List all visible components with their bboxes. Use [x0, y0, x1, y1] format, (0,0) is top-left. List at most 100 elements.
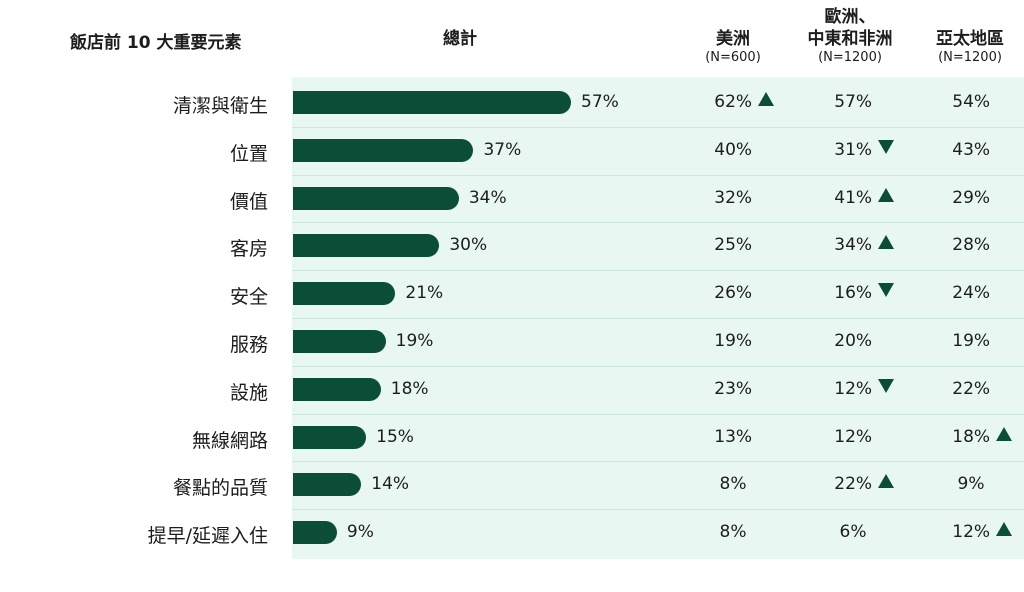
row-separator	[292, 174, 1024, 176]
table-cell: 23%	[714, 379, 752, 399]
cell-value: 13%	[714, 426, 753, 447]
bar-value-label: 19%	[395, 330, 434, 351]
arrow-up-icon	[996, 426, 1013, 441]
americas-header: 美洲 (N=600)	[688, 28, 778, 66]
table-cell: 12%	[834, 427, 872, 447]
table-cell: 62%	[714, 91, 775, 112]
table-cell: 16%	[834, 283, 895, 303]
apac-n: (N=1200)	[938, 50, 1002, 65]
cell-value: 18%	[952, 426, 991, 447]
cell-value: 12%	[834, 426, 873, 447]
cell-value: 9%	[957, 474, 985, 495]
arrow-up-icon	[996, 522, 1013, 537]
table-cell: 22%	[952, 379, 990, 399]
cell-value: 22%	[834, 474, 873, 495]
cell-value: 54%	[952, 91, 991, 112]
bar-value-label: 18%	[390, 378, 429, 399]
arrow-up-icon	[878, 474, 895, 489]
bar-value-label: 37%	[483, 139, 522, 160]
table-cell: 8%	[720, 522, 747, 542]
apac-header: 亞太地區 (N=1200)	[922, 28, 1018, 66]
table-cell: 24%	[952, 283, 990, 303]
americas-n: (N=600)	[705, 50, 761, 65]
cell-value: 20%	[834, 330, 873, 351]
cell-value: 41%	[834, 187, 873, 208]
table-cell: 26%	[714, 283, 752, 303]
cell-value: 8%	[719, 474, 747, 495]
row-separator	[292, 222, 1024, 224]
row-separator	[292, 509, 1024, 511]
bar	[293, 521, 337, 545]
bar	[293, 329, 386, 353]
row-separator	[292, 365, 1024, 367]
cell-value: 12%	[952, 522, 991, 543]
table-cell: 22%	[834, 474, 895, 495]
bar	[293, 425, 367, 449]
cell-value: 29%	[952, 187, 991, 208]
emea-header: 歐洲、 中東和非洲 (N=1200)	[790, 6, 910, 66]
bar	[293, 234, 440, 258]
table-cell: 54%	[952, 92, 990, 112]
cell-value: 32%	[714, 187, 753, 208]
category-label: 安全	[229, 286, 268, 309]
bar-value-label: 15%	[376, 426, 414, 447]
cell-value: 62%	[714, 91, 753, 112]
category-label: 服務	[229, 333, 268, 356]
bar	[293, 282, 396, 306]
bar-value-label: 14%	[371, 474, 410, 495]
table-cell: 29%	[952, 188, 990, 208]
bar	[293, 138, 474, 162]
bar-value-label: 9%	[346, 522, 374, 543]
table-cell: 9%	[958, 474, 985, 494]
category-label: 清潔與衛生	[172, 94, 268, 117]
table-cell: 25%	[714, 235, 752, 255]
cell-value: 19%	[952, 330, 991, 351]
emea-n: (N=1200)	[818, 50, 882, 65]
cell-value: 8%	[719, 522, 747, 543]
cell-value: 57%	[834, 91, 873, 112]
table-cell: 6%	[840, 522, 867, 542]
row-separator	[292, 413, 1024, 415]
bar	[293, 473, 362, 497]
bar-value-label: 30%	[449, 235, 488, 256]
bar-value-label: 57%	[581, 91, 619, 112]
table-cell: 19%	[714, 331, 752, 351]
table-cell: 20%	[834, 331, 872, 351]
bar-value-label: 21%	[405, 283, 444, 304]
table-cell: 41%	[834, 187, 895, 208]
cell-value: 31%	[834, 139, 873, 160]
cell-value: 43%	[952, 139, 991, 160]
cell-value: 19%	[714, 330, 753, 351]
factors-header: 飯店前 10 大重要元素	[70, 33, 242, 53]
row-separator	[292, 126, 1024, 128]
row-separator	[292, 461, 1024, 463]
arrow-up-icon	[758, 91, 775, 106]
cell-value: 34%	[834, 235, 873, 256]
bar	[293, 90, 571, 114]
table-cell: 19%	[952, 331, 990, 351]
total-header: 總計	[443, 29, 477, 49]
category-label: 無線網路	[191, 429, 268, 452]
cell-value: 26%	[714, 283, 753, 304]
arrow-down-icon	[878, 139, 895, 154]
arrow-up-icon	[878, 235, 895, 250]
category-label: 設施	[229, 381, 268, 404]
table-cell: 34%	[834, 235, 895, 256]
row-separator	[292, 270, 1024, 272]
table-cell: 57%	[834, 92, 872, 112]
cell-value: 12%	[834, 378, 873, 399]
category-label: 餐點的品質	[172, 477, 268, 500]
table-cell: 31%	[834, 139, 895, 160]
cell-value: 6%	[839, 522, 867, 543]
table-cell: 8%	[720, 474, 747, 494]
arrow-up-icon	[878, 187, 895, 202]
category-label: 價值	[229, 190, 268, 213]
bar	[293, 377, 381, 401]
cell-value: 40%	[714, 139, 753, 160]
cell-value: 25%	[714, 235, 753, 256]
category-label: 位置	[229, 142, 268, 165]
row-separator	[292, 318, 1024, 319]
table-cell: 28%	[952, 235, 990, 255]
table-cell: 12%	[834, 378, 895, 399]
bar	[293, 186, 459, 210]
